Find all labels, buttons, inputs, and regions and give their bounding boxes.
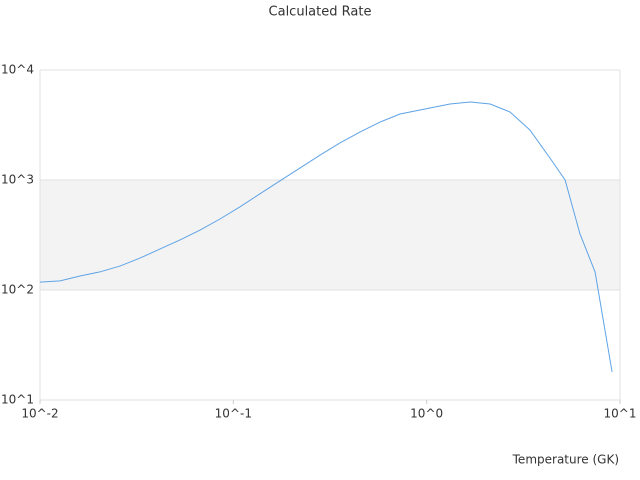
x-axis-label: Temperature (GK) bbox=[512, 453, 619, 467]
x-tick-label: 10^-2 bbox=[21, 407, 58, 421]
x-tick-label: 10^0 bbox=[410, 407, 443, 421]
chart-title: Calculated Rate bbox=[269, 5, 372, 20]
y-tick-label: 10^2 bbox=[1, 283, 34, 297]
x-tick-label: 10^1 bbox=[604, 407, 637, 421]
y-tick-label: 10^1 bbox=[1, 393, 34, 407]
x-tick-label: 10^-1 bbox=[215, 407, 252, 421]
y-tick-label: 10^3 bbox=[1, 173, 34, 187]
y-tick-label: 10^4 bbox=[1, 63, 34, 77]
data-line bbox=[39, 101, 613, 373]
grid-band bbox=[40, 180, 620, 290]
